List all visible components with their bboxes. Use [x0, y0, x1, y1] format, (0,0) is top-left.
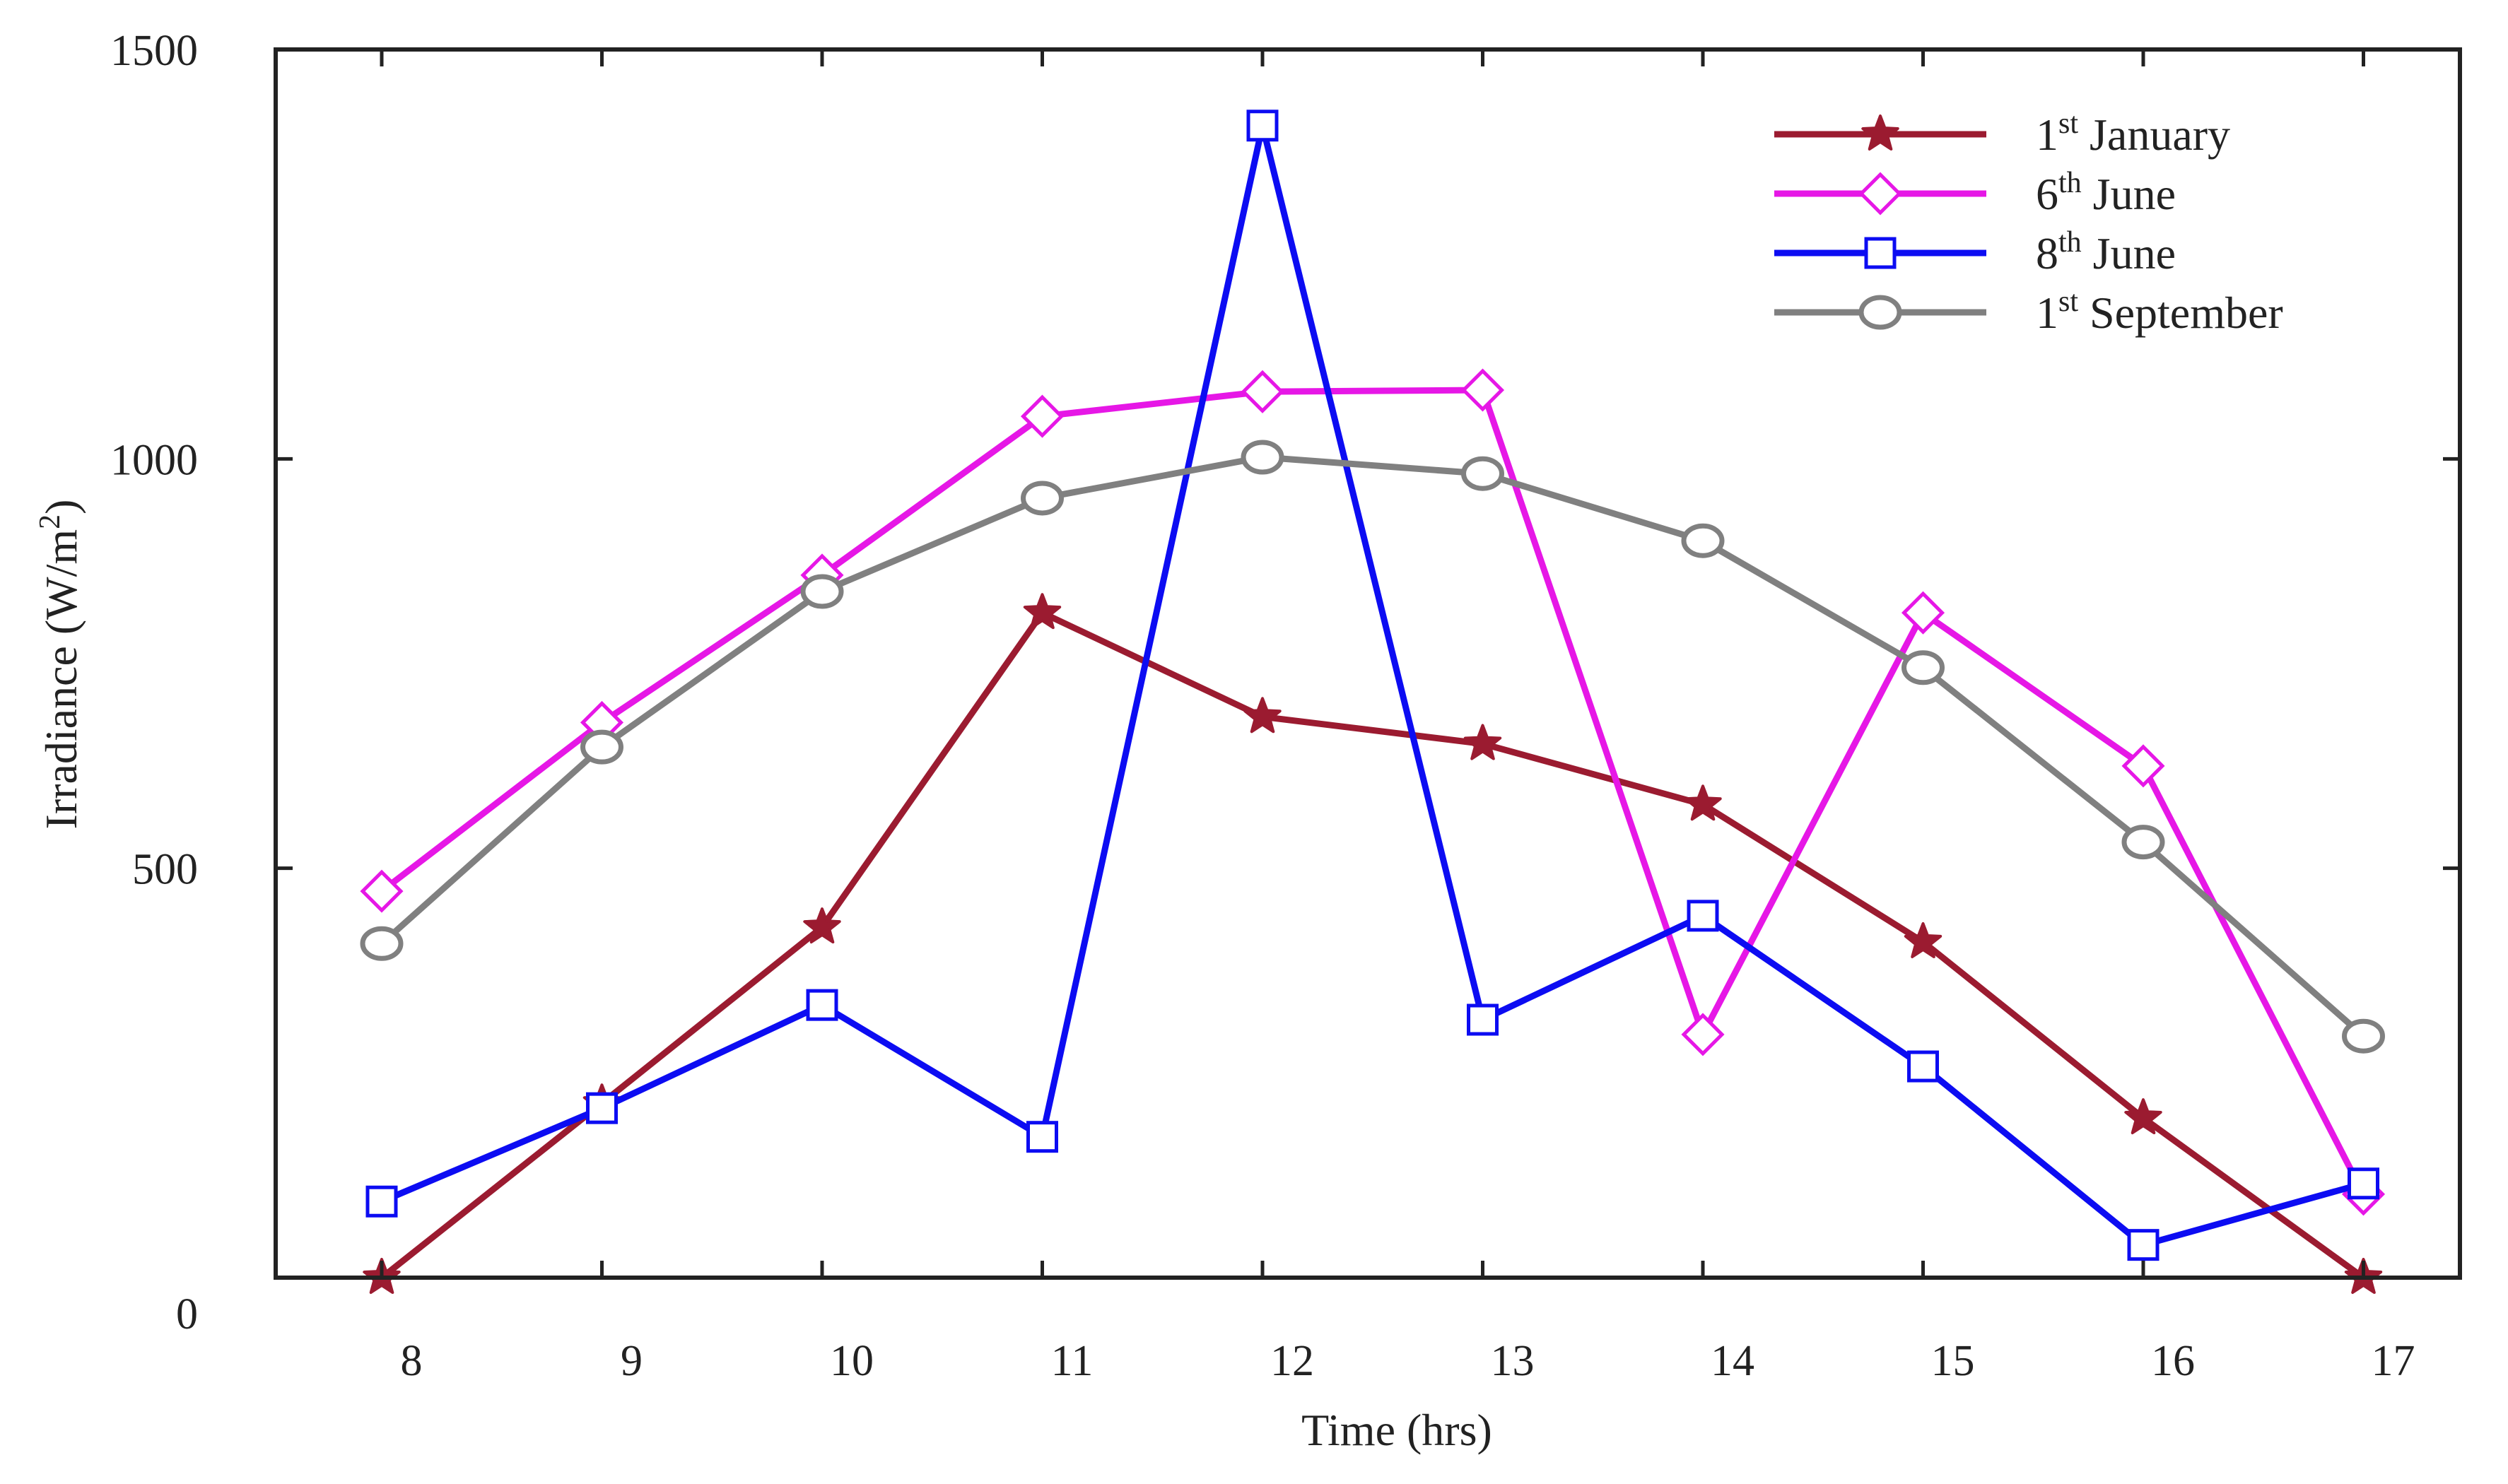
data-point: [1460, 368, 1505, 412]
legend-label: 1st January: [2036, 107, 2230, 160]
data-point: [800, 574, 844, 609]
series-line: [380, 609, 2366, 1280]
data-point: [1026, 1121, 1058, 1153]
data-point: [1246, 110, 1279, 142]
data-point: [1461, 456, 1504, 491]
data-point: [1907, 1050, 1939, 1083]
data-point: [2121, 744, 2165, 788]
series-4: [360, 440, 2385, 1054]
legend: 1st January 6th June 8th June 1st September: [1774, 107, 2283, 338]
y-axis-title-sup: 2: [34, 514, 66, 529]
data-point: [1901, 591, 1945, 635]
legend-label: 6th June: [2036, 167, 2176, 219]
series-line: [380, 387, 2367, 1196]
y-axis-title-main: Irradiance (W/m: [36, 529, 86, 830]
plot-frame: [274, 47, 2462, 1280]
x-tick-label: 15: [1931, 1337, 1975, 1385]
data-point: [1681, 523, 1725, 558]
data-point: [580, 729, 623, 765]
x-tick-label: 17: [2372, 1337, 2415, 1385]
series-line: [380, 122, 2365, 1249]
series-layer: [360, 110, 2386, 1294]
series-3: [365, 110, 2379, 1261]
data-point: [586, 1092, 618, 1124]
data-point: [1463, 724, 1502, 760]
data-point: [803, 907, 841, 944]
series-line: [380, 454, 2366, 1039]
data-point: [1687, 900, 1719, 932]
axis-ticks: 8 9 10 11 12 13 14 15 16 17 0 500 1000 1500: [110, 27, 2460, 1385]
x-tick-label: 11: [1051, 1337, 1094, 1385]
y-tick-label: 1500: [110, 27, 198, 75]
data-point: [1681, 1013, 1725, 1056]
data-point: [360, 926, 404, 961]
data-point: [1020, 394, 1065, 438]
legend-entry: 6th June: [1774, 167, 2176, 219]
legend-entry: 1st September: [1774, 285, 2283, 338]
data-point: [1901, 650, 1945, 685]
legend-entry: 1st January: [1774, 107, 2230, 160]
series-2: [360, 368, 2386, 1216]
x-tick-label: 16: [2151, 1337, 2195, 1385]
x-tick-label: 14: [1711, 1337, 1754, 1385]
legend-marker: [1864, 237, 1897, 269]
legend-marker: [1858, 172, 1902, 216]
series-1: [363, 593, 2383, 1294]
data-point: [806, 989, 838, 1021]
y-axis-title-suffix: ): [36, 500, 86, 514]
data-point: [2121, 825, 2165, 860]
y-tick-label: 500: [132, 846, 198, 894]
data-point: [2124, 1098, 2162, 1135]
data-point: [1021, 481, 1064, 516]
data-point: [2348, 1167, 2379, 1200]
x-tick-label: 9: [621, 1337, 643, 1385]
data-point: [1241, 370, 1284, 413]
legend-label: 8th June: [2036, 226, 2176, 278]
x-tick-label: 8: [401, 1337, 423, 1385]
data-point: [1467, 1003, 1499, 1036]
data-point: [1904, 921, 1942, 958]
y-tick-label: 0: [176, 1290, 198, 1338]
x-tick-label: 12: [1270, 1337, 1314, 1385]
x-tick-label: 10: [830, 1337, 874, 1385]
legend-label: 1st September: [2036, 285, 2283, 338]
legend-entry: 8th June: [1774, 226, 2176, 278]
legend-marker: [1861, 114, 1899, 151]
y-axis-title: Irradiance (W/m2): [34, 500, 86, 830]
data-point: [365, 1185, 398, 1218]
legend-marker: [1858, 295, 1902, 330]
data-point: [1023, 593, 1062, 630]
x-tick-label: 13: [1491, 1337, 1535, 1385]
data-point: [1241, 440, 1284, 475]
data-point: [1684, 784, 1722, 821]
data-point: [2127, 1229, 2160, 1261]
data-point: [360, 869, 404, 913]
data-point: [1243, 697, 1282, 734]
x-axis-title: Time (hrs): [1301, 1405, 1492, 1455]
y-tick-label: 1000: [110, 436, 198, 484]
data-point: [2342, 1018, 2385, 1054]
